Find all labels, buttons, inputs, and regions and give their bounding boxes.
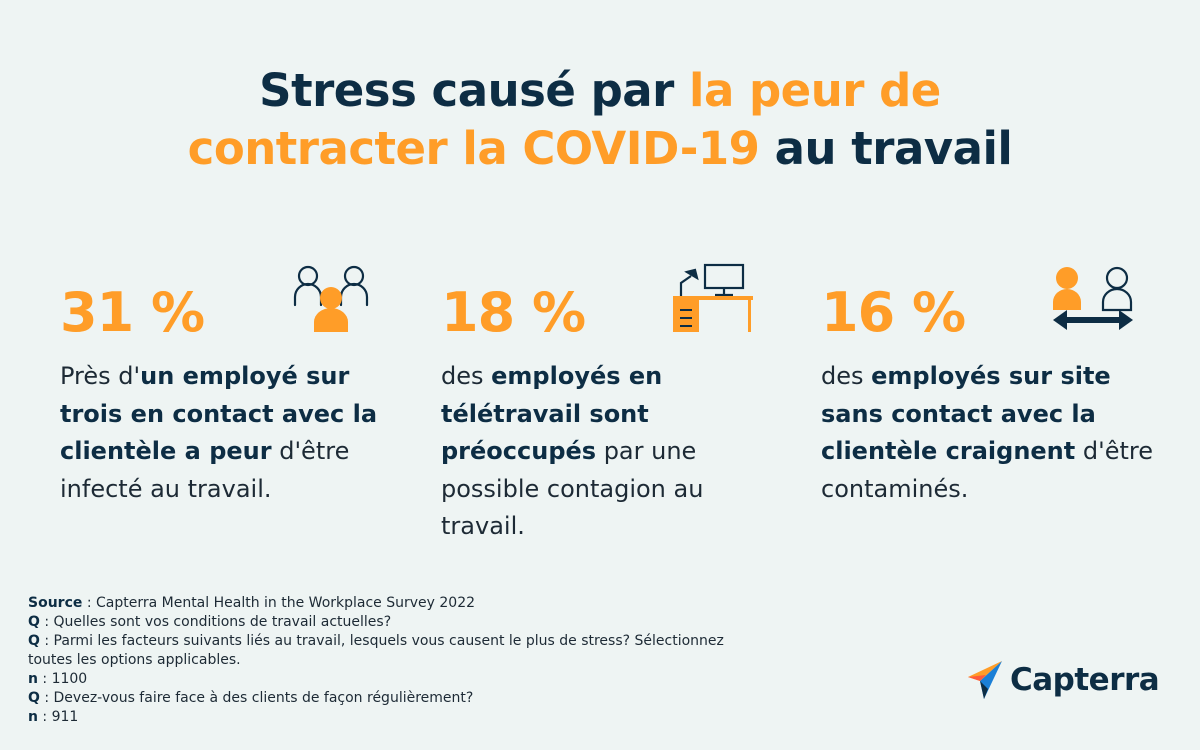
capterra-arrow-icon	[968, 661, 1002, 699]
note-question-2: Q : Parmi les facteurs suivants liés au …	[28, 632, 748, 670]
logo-text: Capterra	[1010, 662, 1160, 698]
stat-value: 31 %	[60, 281, 205, 344]
stat-block-1: 31 % Près d'un employé sur trois en cont…	[60, 262, 400, 508]
note-text: : Parmi les facteurs suivants liés au tr…	[28, 633, 724, 668]
note-question-3: Q : Devez-vous faire face à des clients …	[28, 689, 748, 708]
note-source: Source : Capterra Mental Health in the W…	[28, 594, 748, 613]
title-part-1: Stress causé par	[259, 64, 690, 117]
note-label: Q	[28, 614, 40, 630]
desc-text: des	[441, 362, 492, 390]
stat-value: 16 %	[821, 281, 966, 344]
stat-value: 18 %	[441, 281, 586, 344]
note-text: : Quelles sont vos conditions de travail…	[39, 614, 392, 630]
people-icon	[293, 265, 369, 332]
note-sample-2: n : 911	[28, 708, 748, 727]
note-text: : 1100	[37, 671, 88, 687]
desc-text: Près d'	[60, 362, 141, 390]
desc-text: par une possible contagion au travail.	[441, 437, 704, 540]
desc-bold: employés en télétravail sont préoccupés	[441, 362, 663, 465]
note-label: Q	[28, 633, 40, 649]
title-highlight-2: contracter la COVID-19	[187, 122, 760, 175]
capterra-logo: Capterra	[966, 658, 1160, 702]
desc-text: d'être infecté au travail.	[60, 437, 350, 503]
page-title: Stress causé par la peur de contracter l…	[0, 62, 1200, 178]
desc-bold: un employé sur trois en contact avec la …	[60, 362, 378, 465]
note-label: n	[28, 671, 38, 687]
desc-text: d'être contaminés.	[821, 437, 1153, 503]
stat-block-2: 18 % des employés en télétravail sont pr…	[441, 262, 781, 546]
home-office-desk-icon	[673, 263, 753, 332]
note-text: : Devez-vous faire face à des clients de…	[39, 690, 474, 706]
desc-bold: employés sur site sans contact avec la c…	[821, 362, 1111, 465]
desc-text: des	[821, 362, 872, 390]
note-text: : 911	[37, 709, 79, 725]
note-label: n	[28, 709, 38, 725]
stat-description: des employés sur site sans contact avec …	[821, 358, 1161, 508]
title-part-2: au travail	[759, 122, 1013, 175]
stat-description: Près d'un employé sur trois en contact a…	[60, 358, 400, 508]
social-distance-icon	[1053, 266, 1133, 330]
note-question-1: Q : Quelles sont vos conditions de trava…	[28, 613, 748, 632]
stat-description: des employés en télétravail sont préoccu…	[441, 358, 781, 546]
stat-block-3: 16 % des employés sur site sans contact …	[821, 262, 1161, 508]
note-label: Source	[28, 595, 83, 611]
note-label: Q	[28, 690, 40, 706]
title-highlight-1: la peur de	[689, 64, 941, 117]
note-text: : Capterra Mental Health in the Workplac…	[82, 595, 476, 611]
source-notes: Source : Capterra Mental Health in the W…	[28, 594, 748, 727]
note-sample-1: n : 1100	[28, 670, 748, 689]
